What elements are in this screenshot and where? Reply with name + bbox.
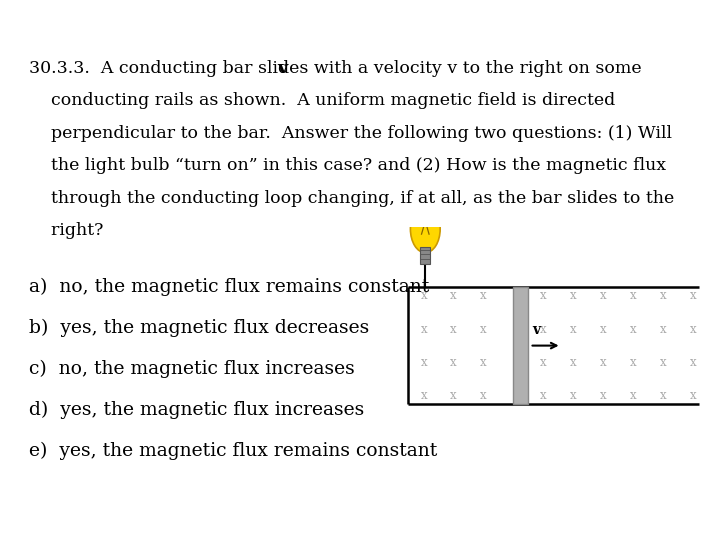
- Text: x: x: [690, 322, 696, 335]
- Text: x: x: [660, 389, 667, 402]
- Text: x: x: [600, 356, 607, 369]
- Text: x: x: [690, 356, 696, 369]
- Text: v: v: [277, 60, 287, 77]
- Text: x: x: [540, 356, 546, 369]
- Text: x: x: [420, 322, 427, 335]
- Text: x: x: [660, 356, 667, 369]
- Text: W: W: [13, 14, 27, 26]
- Text: x: x: [570, 322, 577, 335]
- Text: x: x: [600, 289, 607, 302]
- Text: through the conducting loop changing, if at all, as the bar slides to the: through the conducting loop changing, if…: [29, 190, 674, 207]
- Text: x: x: [480, 389, 487, 402]
- Text: x: x: [480, 356, 487, 369]
- Text: right?: right?: [29, 222, 103, 239]
- Text: x: x: [690, 389, 696, 402]
- Text: x: x: [420, 389, 427, 402]
- Text: x: x: [660, 289, 667, 302]
- Text: perpendicular to the bar.  Answer the following two questions: (1) Will: perpendicular to the bar. Answer the fol…: [29, 125, 672, 142]
- Bar: [420, 247, 431, 264]
- Text: e)  yes, the magnetic flux remains constant: e) yes, the magnetic flux remains consta…: [29, 442, 437, 460]
- Text: conducting rails as shown.  A uniform magnetic field is directed: conducting rails as shown. A uniform mag…: [29, 92, 615, 110]
- Text: c)  no, the magnetic flux increases: c) no, the magnetic flux increases: [29, 360, 354, 378]
- Text: x: x: [420, 356, 427, 369]
- Text: x: x: [690, 289, 696, 302]
- Text: x: x: [630, 389, 636, 402]
- Text: x: x: [450, 289, 457, 302]
- Text: x: x: [540, 389, 546, 402]
- Text: x: x: [570, 289, 577, 302]
- Text: a)  no, the magnetic flux remains constant: a) no, the magnetic flux remains constan…: [29, 278, 429, 296]
- Bar: [513, 287, 528, 404]
- Text: x: x: [630, 322, 636, 335]
- Text: x: x: [660, 322, 667, 335]
- Text: x: x: [600, 389, 607, 402]
- Text: x: x: [570, 389, 577, 402]
- Text: 30.3.3.  A conducting bar slides with a velocity v to the right on some: 30.3.3. A conducting bar slides with a v…: [29, 60, 642, 77]
- Text: x: x: [480, 289, 487, 302]
- Text: x: x: [540, 289, 546, 302]
- Text: WILEY: WILEY: [49, 10, 128, 30]
- Text: x: x: [600, 322, 607, 335]
- Text: d)  yes, the magnetic flux increases: d) yes, the magnetic flux increases: [29, 401, 364, 418]
- Text: b)  yes, the magnetic flux decreases: b) yes, the magnetic flux decreases: [29, 319, 369, 337]
- Text: x: x: [450, 322, 457, 335]
- Text: x: x: [540, 322, 546, 335]
- Text: x: x: [480, 322, 487, 335]
- Text: the light bulb “turn on” in this case? and (2) How is the magnetic flux: the light bulb “turn on” in this case? a…: [29, 158, 666, 174]
- Text: x: x: [420, 289, 427, 302]
- Ellipse shape: [410, 205, 440, 253]
- Text: v: v: [532, 322, 540, 336]
- Text: x: x: [570, 356, 577, 369]
- Text: x: x: [450, 389, 457, 402]
- Text: x: x: [630, 289, 636, 302]
- Text: x: x: [630, 356, 636, 369]
- Text: x: x: [450, 356, 457, 369]
